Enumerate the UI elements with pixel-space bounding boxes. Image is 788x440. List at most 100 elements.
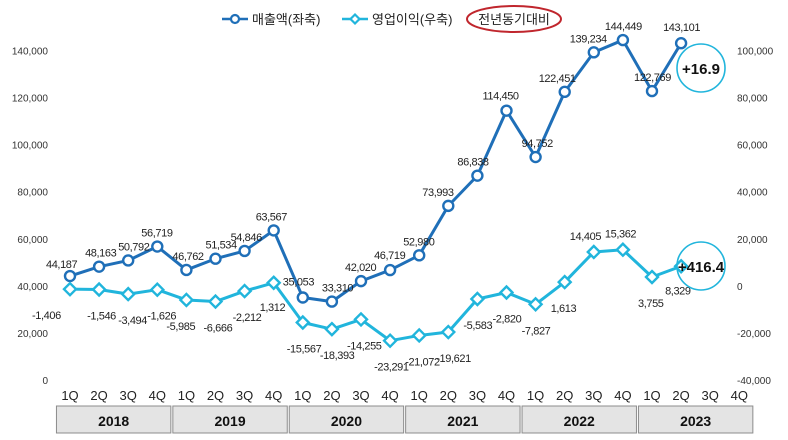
profit-data-label: 3,755 [638,298,664,310]
sales-data-label: 48,163 [85,248,117,260]
sales-data-label: 46,762 [172,251,204,263]
sales-point [558,85,571,99]
sales-point [209,252,222,265]
profit-data-label: -3,494 [118,315,147,327]
x-tick-label: 2Q [323,388,340,403]
sales-data-label: 35,053 [283,277,315,289]
profit-data-label: -1,626 [147,311,176,323]
left-tick-label: 40,000 [17,282,48,293]
sales-data-label: 143,101 [663,22,700,34]
x-tick-label: 1Q [411,388,428,403]
profit-series-line [69,248,682,343]
profit-data-label: -2,212 [233,312,262,324]
left-tick-label: 80,000 [17,188,48,199]
sales-point [471,169,484,182]
left-axis: 0 20,000 40,000 60,000 80,000 100,000 120,000 1… [12,47,49,387]
legend-yoy-ellipse [466,5,562,33]
profit-point [615,242,631,258]
legend: 매출액(좌축) 영업이익(우축) 전년동기대비 [222,5,562,33]
sales-data-label: 51,534 [206,240,238,252]
profit-point [295,314,311,331]
sales-data-label: 46,719 [374,250,406,262]
x-tick-label: 1Q [527,388,544,403]
sales-point [180,263,193,277]
year-box [288,405,405,434]
profit-data-label: -5,985 [166,321,195,333]
left-tick-label: 100,000 [12,141,49,152]
legend-yoy-label: 전년동기대비 [478,12,550,27]
profit-point [120,286,136,302]
profit-data-label: 14,405 [570,231,602,243]
profit-point [353,311,369,328]
x-tick-label: 3Q [352,388,369,403]
profit-data-label: -14,255 [347,340,382,352]
callout-sales-circle [676,43,726,93]
x-tick-label: 3Q [702,388,719,403]
sales-point [92,260,106,273]
callout-profit-text: +416.4 [678,259,725,276]
x-tick-label: 2Q [440,388,457,403]
x-tick-label: 4Q [614,388,631,403]
sales-point [616,33,630,47]
year-box [172,405,288,434]
profit-point [62,281,78,297]
legend-sales-label: 매출액(좌축) [252,12,320,27]
legend-sales-marker [229,13,241,25]
profit-data-label: 1,613 [551,303,577,315]
sales-point [354,274,368,288]
x-tick-label: 3Q [585,388,602,403]
sales-data-label: 33,310 [322,283,354,295]
profit-point [91,281,107,298]
sales-point [587,46,600,59]
profit-point [527,296,544,312]
left-tick-label: 0 [42,376,48,387]
x-tick-label: 3Q [469,388,486,403]
x-tick-label: 1Q [178,388,195,403]
series-markers [62,33,689,349]
x-tick-label: 4Q [381,388,398,403]
profit-data-label: 8,329 [665,285,691,297]
sales-series-line [69,38,683,304]
profit-data-label: -21,072 [405,356,440,368]
profit-point [266,275,282,291]
profit-point [469,291,486,307]
sales-point [267,224,280,237]
sales-point [325,295,339,308]
year-label: 2022 [564,413,595,429]
x-tick-label: 4Q [731,388,748,403]
year-label: 2019 [214,413,245,429]
right-tick-label: 80,000 [737,94,768,105]
sales-data-label: 144,449 [605,21,642,33]
legend-profit-label: 영업이익(우축) [372,12,452,27]
sales-data-label: 50,792 [118,241,150,253]
right-tick-label: -40,000 [737,376,771,387]
callout-sales-text: +16.9 [682,61,720,78]
sales-data-label: 86,838 [457,157,489,169]
sales-data-label: 122,451 [539,73,576,85]
sales-point [63,269,77,283]
sales-data-label: 44,187 [46,259,78,271]
left-tick-label: 120,000 [12,94,49,105]
sales-data-label: 122,769 [634,72,671,84]
sales-data-label: 54,846 [231,232,263,244]
sales-point [674,37,688,50]
x-tick-label: 1Q [61,388,78,403]
x-tick-label: 1Q [294,388,311,403]
x-tick-label: 1Q [643,388,660,403]
right-tick-label: 40,000 [737,188,768,199]
year-label: 2018 [98,413,129,429]
right-tick-label: 100,000 [737,47,774,58]
right-tick-label: 0 [737,282,743,293]
profit-data-label: -6,666 [204,323,233,335]
left-tick-label: 20,000 [17,329,48,340]
year-label: 2020 [331,413,362,429]
x-axis: 1Q 2Q 3Q 4Q 1Q 2Q 3Q 4Q 1Q 2Q 3Q 4Q 1Q 2Q 3Q 4Q 1Q 2Q 3Q 4Q… [55,388,754,434]
profit-data-label: -19,621 [436,353,471,365]
sales-data-label: 52,980 [403,236,435,248]
sales-data-label: 114,450 [483,91,519,103]
sales-point [413,249,426,262]
profit-point [178,292,195,308]
profit-point [586,244,602,260]
